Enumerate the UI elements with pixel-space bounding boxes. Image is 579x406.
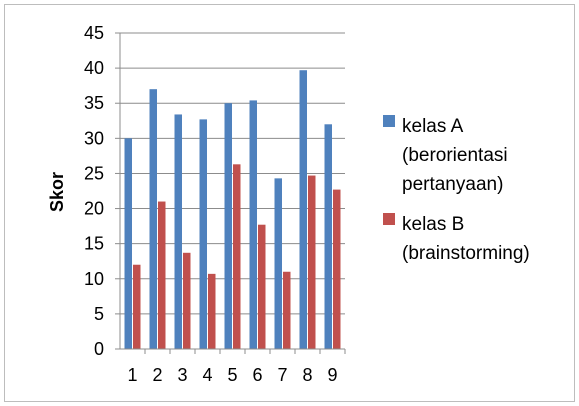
- bar-series-a: [274, 178, 282, 349]
- x-tick-label: 8: [302, 365, 312, 385]
- x-tick-label: 3: [177, 365, 187, 385]
- axes: [115, 32, 346, 354]
- legend-label-b: (brainstorming): [402, 243, 530, 264]
- legend-label-a: (berorientasi: [402, 145, 508, 166]
- bar-series-a: [124, 138, 132, 349]
- x-tick-label: 4: [202, 365, 212, 385]
- x-tick-label: 5: [227, 365, 237, 385]
- y-tick-label: 10: [84, 269, 104, 289]
- y-axis-title: Skor: [47, 172, 67, 212]
- legend-label-b: kelas B: [402, 214, 464, 235]
- x-tick-label: 2: [152, 365, 162, 385]
- y-tick-label: 25: [84, 163, 104, 183]
- bar-series-a: [324, 124, 332, 350]
- x-tick-label: 9: [327, 365, 337, 385]
- legend-label-a: pertanyaan): [402, 174, 503, 195]
- bar-series-b: [233, 164, 241, 349]
- legend: kelas A (berorientasi pertanyaan) kelas B (b…: [383, 115, 530, 264]
- bar-series-a: [199, 119, 207, 349]
- bar-series-b: [133, 264, 141, 349]
- bar-series-a: [149, 89, 157, 349]
- x-tick-label: 1: [127, 365, 137, 385]
- bar-series-b: [158, 201, 166, 349]
- legend-label-a: kelas A: [402, 116, 464, 137]
- bar-series-a: [174, 114, 182, 349]
- y-tick-label: 45: [84, 23, 104, 43]
- y-tick-label: 20: [84, 199, 104, 219]
- x-tick-label: 7: [277, 365, 287, 385]
- gridlines: [120, 32, 345, 315]
- y-tick-label: 40: [84, 58, 104, 78]
- bars: [124, 70, 341, 350]
- bar-series-b: [208, 273, 216, 349]
- y-tick-labels: 0 5 10 15 20 25 30 35 40 45: [84, 23, 104, 359]
- y-tick-label: 30: [84, 128, 104, 148]
- bar-series-a: [299, 70, 307, 350]
- bar-series-a: [249, 100, 257, 349]
- y-tick-label: 0: [94, 339, 104, 359]
- bar-series-b: [308, 175, 316, 349]
- bar-series-b: [333, 189, 341, 349]
- y-tick-label: 15: [84, 234, 104, 254]
- bar-series-b: [258, 224, 266, 349]
- legend-swatch-a: [383, 115, 395, 127]
- y-tick-label: 35: [84, 93, 104, 113]
- bar-series-a: [224, 103, 232, 349]
- bar-series-b: [183, 252, 191, 349]
- bar-series-b: [283, 271, 291, 349]
- y-tick-label: 5: [94, 304, 104, 324]
- legend-swatch-b: [383, 213, 395, 225]
- x-tick-label: 6: [252, 365, 262, 385]
